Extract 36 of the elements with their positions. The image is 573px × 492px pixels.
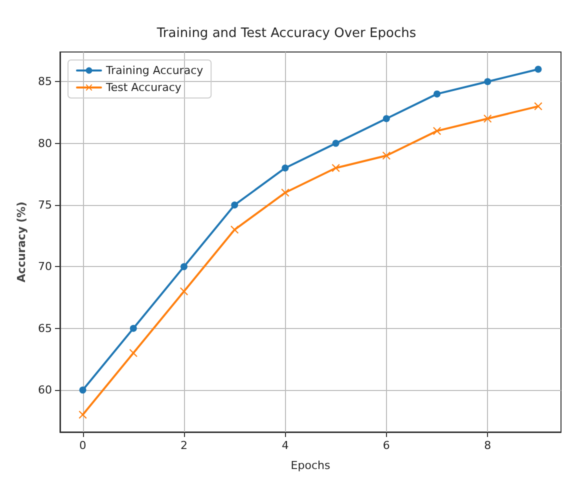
point	[78, 410, 87, 419]
point	[180, 287, 188, 296]
point	[534, 102, 542, 110]
point	[484, 78, 492, 86]
point	[230, 226, 239, 234]
point	[231, 201, 238, 208]
point	[433, 126, 442, 135]
point	[382, 115, 390, 122]
legend-label: Training Accuracy	[105, 64, 204, 77]
point	[180, 263, 188, 270]
y-tick-label: 80	[38, 136, 52, 150]
y-tick-label: 65	[38, 322, 52, 335]
x-tick-label: 0	[79, 439, 86, 452]
y-axis-title: Accuracy (%)	[15, 202, 28, 282]
y-tick-label: 75	[38, 198, 52, 212]
point	[434, 90, 441, 98]
point	[534, 66, 542, 73]
point	[79, 386, 86, 394]
x-axis-title: Epochs	[290, 459, 330, 472]
x-tick-label: 2	[180, 439, 188, 452]
point	[332, 164, 340, 172]
chart-title: Training and Test Accuracy Over Epochs	[156, 26, 416, 41]
point	[332, 140, 340, 147]
y-tick-label: 60	[38, 384, 52, 397]
point	[129, 349, 138, 358]
point	[281, 188, 290, 197]
point	[282, 164, 289, 172]
y-tick-label: 70	[38, 260, 52, 274]
point	[382, 152, 390, 160]
x-tick-label: 4	[282, 439, 289, 452]
x-tick-label: 6	[382, 439, 390, 452]
point	[130, 324, 137, 332]
y-tick-label: 85	[38, 75, 52, 88]
legend-label: Test Accuracy	[105, 81, 182, 94]
point	[484, 114, 492, 123]
x-tick-label: 8	[484, 439, 492, 452]
